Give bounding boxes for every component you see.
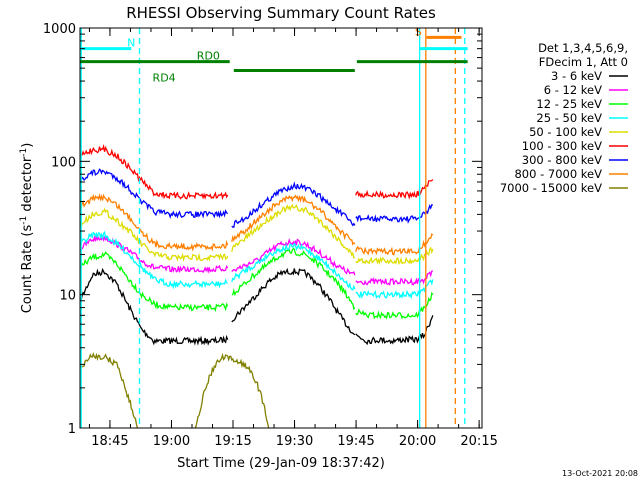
series-line — [231, 203, 355, 259]
legend-label: 7000 - 15000 keV — [500, 181, 602, 195]
series-line — [79, 207, 229, 263]
series-line — [79, 168, 229, 220]
print-timestamp: 13-Oct-2021 20:08 — [562, 469, 638, 478]
y-tick-label: 1 — [68, 422, 76, 437]
legend: Det 1,3,4,5,6,9,FDecim 1, Att 03 - 6 keV… — [500, 41, 628, 195]
legend-label: 50 - 100 keV — [529, 125, 602, 139]
legend-label: 300 - 800 keV — [522, 153, 602, 167]
series-line — [231, 267, 356, 336]
series-line — [231, 194, 356, 246]
series-line — [79, 192, 229, 252]
y-axis-title-part: ) — [20, 143, 35, 148]
plot-area: N S RD0 RD4 — [79, 25, 468, 429]
series-line — [79, 251, 229, 313]
bar-annotation: S — [415, 25, 422, 38]
x-tick-label: 19:30 — [276, 434, 313, 449]
y-tick-label: 100 — [51, 155, 76, 170]
legend-label: 25 - 50 keV — [536, 111, 602, 125]
y-axis-title-part: Count Rate (s — [20, 225, 35, 314]
series-line — [79, 352, 139, 429]
series-line — [79, 234, 229, 274]
axes: 1 10 100 1000 18:45 19:00 19:15 19:30 19:45 20:00… — [43, 22, 498, 449]
x-tick-label: 19:15 — [214, 434, 251, 449]
x-tick-label: 18:45 — [91, 434, 128, 449]
series-line — [231, 237, 356, 276]
legend-label: 12 - 25 keV — [536, 97, 602, 111]
x-tick-label: 19:00 — [153, 434, 190, 449]
series-line — [194, 352, 270, 429]
legend-label: 100 - 300 keV — [522, 139, 602, 153]
series-line — [79, 230, 228, 290]
x-tick-label: 20:15 — [460, 434, 497, 449]
x-axis-title: Start Time (29-Jan-09 18:37:42) — [177, 456, 385, 471]
x-tick-label: 19:45 — [337, 434, 374, 449]
y-axis-title-part: detector — [20, 156, 35, 216]
bar-annotation: RD4 — [153, 72, 176, 85]
series-line — [231, 181, 356, 228]
legend-header: FDecim 1, Att 0 — [539, 55, 628, 69]
series-line — [79, 267, 229, 346]
y-axis-title: Count Rate (s-1 detector-1) — [19, 143, 35, 314]
series-line — [231, 242, 356, 291]
bar-annotation: RD0 — [197, 50, 220, 63]
plot-frame — [79, 27, 483, 429]
legend-label: 6 - 12 keV — [544, 83, 602, 97]
y-tick-label: 10 — [59, 289, 76, 304]
legend-label: 3 - 6 keV — [551, 69, 602, 83]
series-line — [79, 143, 229, 201]
y-tick-label: 1000 — [43, 22, 76, 37]
chart-title: RHESSI Observing Summary Count Rates — [126, 4, 436, 22]
legend-header: Det 1,3,4,5,6,9, — [538, 41, 628, 55]
y-axis-title-sup: -1 — [19, 148, 29, 157]
bar-annotation: N — [127, 37, 135, 50]
x-tick-label: 20:00 — [399, 434, 436, 449]
series-line — [231, 247, 356, 311]
legend-label: 800 - 7000 keV — [514, 167, 602, 181]
y-axis-title-sup: -1 — [19, 216, 29, 225]
